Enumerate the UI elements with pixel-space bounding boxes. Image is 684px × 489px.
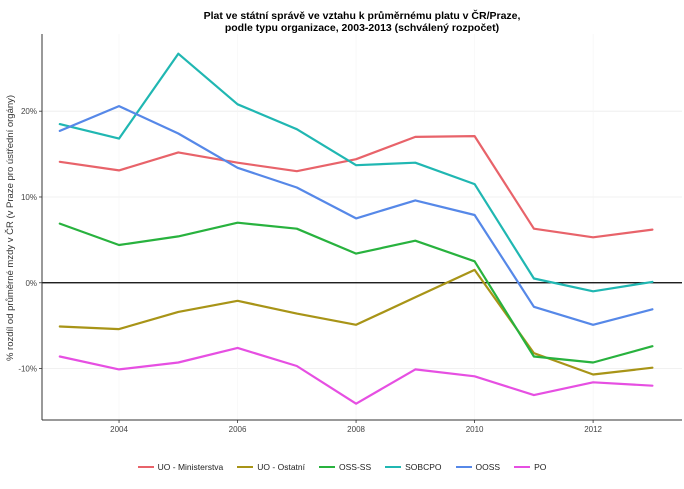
legend-label: UO - Ministerstva bbox=[157, 462, 224, 472]
legend-swatch bbox=[237, 465, 254, 469]
legend-swatch bbox=[455, 465, 472, 469]
legend-label: PO bbox=[534, 462, 547, 472]
legend-item: OSS-SS bbox=[319, 462, 371, 472]
legend-label: UO - Ostatní bbox=[257, 462, 306, 472]
legend: UO - Ministerstva UO - Ostatní OSS-SS SOBCP… bbox=[0, 462, 684, 472]
legend-swatch bbox=[514, 465, 531, 469]
y-tick-label: 20% bbox=[21, 107, 37, 116]
legend-item: UO - Ostatní bbox=[237, 462, 305, 472]
y-tick-label: -10% bbox=[18, 365, 37, 374]
x-tick-label: 2008 bbox=[347, 425, 365, 434]
tick-labels: 20% 10% 0% -10% 2004 2006 2008 2010 2012 bbox=[18, 107, 602, 434]
legend-label: OSS-SS bbox=[339, 462, 372, 472]
legend-swatch bbox=[385, 465, 402, 469]
series-line bbox=[58, 221, 654, 364]
legend-swatch bbox=[319, 465, 336, 469]
axes bbox=[39, 34, 682, 423]
series-line bbox=[58, 346, 654, 405]
x-tick-label: 2004 bbox=[110, 425, 128, 434]
series-line bbox=[58, 104, 654, 326]
legend-item: OOSS bbox=[455, 462, 501, 472]
legend-label: OOSS bbox=[475, 462, 501, 472]
y-axis-label: % rozdíl od průměrné mzdy v ČR (v Praze … bbox=[5, 95, 16, 361]
x-tick-label: 2012 bbox=[584, 425, 602, 434]
legend-item: PO bbox=[514, 462, 546, 472]
chart-title-line-2: podle typu organizace, 2003-2013 (schvál… bbox=[224, 22, 500, 34]
x-tick-label: 2006 bbox=[229, 425, 247, 434]
series-line bbox=[58, 52, 654, 293]
legend-item: SOBCPO bbox=[385, 462, 442, 472]
legend-item: UO - Ministerstva bbox=[137, 462, 224, 472]
series-line bbox=[58, 135, 654, 239]
y-tick-label: 10% bbox=[21, 193, 37, 202]
series-line bbox=[58, 268, 654, 376]
series-lines bbox=[58, 52, 654, 405]
y-tick-label: 0% bbox=[25, 279, 37, 288]
legend-label: SOBCPO bbox=[405, 462, 442, 472]
legend-swatch bbox=[137, 465, 154, 469]
chart-title-line-1: Plat ve státní správě ve vztahu k průměr… bbox=[203, 10, 521, 22]
x-tick-label: 2010 bbox=[466, 425, 484, 434]
